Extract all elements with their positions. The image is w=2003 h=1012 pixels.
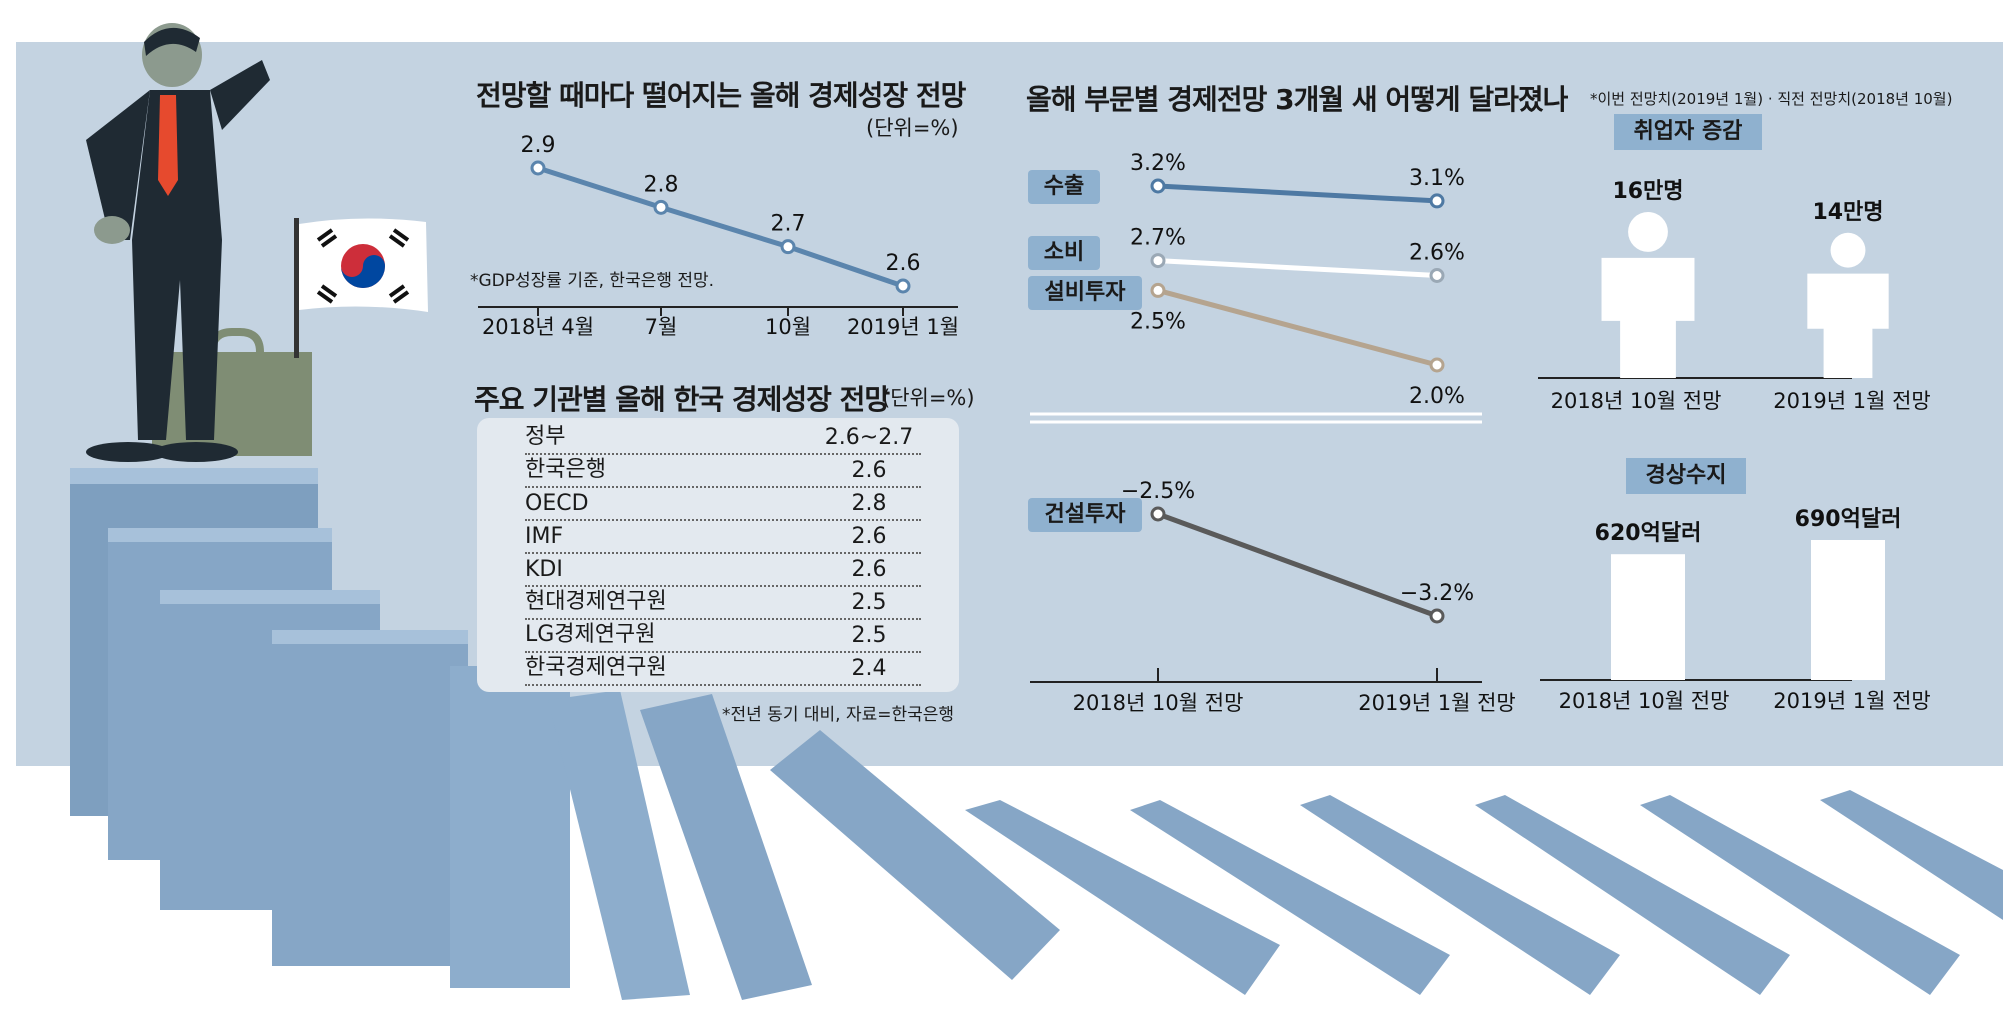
gdp-value-label: 2.9: [521, 133, 556, 158]
employment-title: 취업자 증감: [1614, 114, 1762, 150]
gdp-value-label: 2.7: [771, 212, 806, 237]
gdp-category-label: 7월: [645, 315, 678, 339]
institution-value: 2.5: [851, 623, 887, 648]
person-icon: [1807, 232, 1889, 378]
sector-point: [1429, 268, 1445, 283]
institution-name: 한국경제연구원: [525, 655, 667, 680]
gdp-point: [653, 199, 669, 215]
institution-value: 2.6: [851, 524, 887, 549]
sector-series-line: [1157, 511, 1438, 619]
current-account-value-label: 620억달러: [1595, 521, 1702, 546]
institution-value: 2.6: [851, 458, 887, 483]
sector-value-label: −3.2%: [1400, 581, 1474, 606]
employment-chart: 16만명 14만명 2018년 10월 전망 2019년 1월 전망: [1538, 179, 1931, 413]
table-row: 현대경제연구원 2.5: [525, 585, 921, 620]
sector-series-tag: 수출: [1028, 170, 1100, 204]
institutions-title: 주요 기관별 올해 한국 경제성장 전망: [474, 383, 890, 416]
sector-chart-title: 올해 부문별 경제전망 3개월 새 어떻게 달라졌나: [1026, 83, 1568, 116]
institution-name: 정부: [525, 424, 566, 449]
institutions-table: 정부 2.6~2.7 한국은행 2.6 OECD 2.8 IMF 2.6 KDI 2.6 현대경제연…: [477, 418, 959, 692]
sector-legend-note: *이번 전망치(2019년 1월) · 직전 전망치(2018년 10월): [1590, 90, 1953, 108]
gdp-chart-title: 전망할 때마다 떨어지는 올해 경제성장 전망: [476, 79, 966, 112]
sector-series-line: [1157, 183, 1438, 204]
institutions-note: *전년 동기 대비, 자료=한국은행: [722, 705, 955, 725]
table-row: 한국경제연구원 2.4: [525, 651, 921, 686]
current-account-category-label: 2019년 1월 전망: [1773, 689, 1930, 713]
institution-name: 현대경제연구원: [525, 589, 667, 614]
gdp-point: [780, 239, 796, 255]
gdp-value-label: 2.8: [644, 172, 679, 197]
sector-value-label: 3.2%: [1130, 151, 1186, 176]
gdp-point: [530, 160, 546, 176]
gdp-chart-note: *GDP성장률 기준, 한국은행 전망.: [470, 271, 715, 291]
gdp-category-label: 10월: [765, 315, 811, 339]
table-row: 한국은행 2.6: [525, 453, 921, 488]
institution-value: 2.4: [851, 656, 887, 681]
sector-series-tag: 설비투자: [1028, 276, 1142, 310]
sector-point: [1429, 193, 1445, 209]
sector-value-label: 2.6%: [1409, 241, 1465, 266]
table-row: OECD 2.8: [525, 486, 921, 521]
gdp-category-label: 2018년 4월: [482, 315, 594, 339]
employment-value-label: 16만명: [1612, 179, 1683, 204]
gdp-series-line: [537, 165, 904, 289]
gdp-point: [895, 278, 911, 294]
gdp-chart-unit: (단위=%): [866, 116, 959, 140]
institution-value: 2.6: [851, 557, 887, 582]
sector-point: [1150, 253, 1166, 269]
sector-value-label: 2.7%: [1130, 226, 1186, 251]
korean-flag-icon: [294, 218, 428, 358]
institution-name: OECD: [525, 491, 589, 516]
sector-point: [1429, 357, 1445, 373]
table-row: 정부 2.6~2.7: [525, 420, 921, 455]
current-account-bar: [1611, 554, 1685, 680]
table-row: LG경제연구원 2.5: [525, 618, 921, 653]
current-account-bar: [1811, 540, 1885, 680]
employment-value-label: 14만명: [1812, 200, 1883, 225]
sector-category-label: 2019년 1월 전망: [1358, 691, 1515, 715]
sector-value-label: 3.1%: [1409, 166, 1465, 191]
institution-name: LG경제연구원: [525, 622, 656, 647]
employment-category-label: 2019년 1월 전망: [1773, 389, 1930, 413]
current-account-title: 경상수지: [1626, 458, 1746, 494]
businessman-illustration: [86, 23, 312, 462]
sector-series-line: [1157, 258, 1438, 278]
institution-value: 2.5: [851, 590, 887, 615]
sector-chart: 3.2%3.1%2.7%2.6%2.5%2.0%−2.5%−3.2% 2018년…: [1030, 151, 1516, 715]
current-account-category-label: 2018년 10월 전망: [1559, 689, 1730, 713]
sector-point: [1150, 506, 1166, 522]
sector-series-line: [1157, 288, 1438, 368]
gdp-value-label: 2.6: [886, 251, 921, 276]
current-account-chart: 620억달러 690억달러 2018년 10월 전망 2019년 1월 전망: [1540, 507, 1931, 713]
gdp-category-label: 2019년 1월: [847, 315, 959, 339]
institution-name: 한국은행: [525, 457, 606, 482]
person-icon: [1601, 212, 1695, 378]
sector-series-tag: 소비: [1028, 236, 1100, 270]
sector-series-tag: 건설투자: [1028, 498, 1142, 532]
current-account-value-label: 690억달러: [1795, 507, 1902, 532]
institution-name: KDI: [525, 557, 563, 582]
sector-value-label: 2.0%: [1409, 384, 1465, 409]
sector-point: [1150, 282, 1166, 298]
table-row: KDI 2.6: [525, 552, 921, 587]
institutions-unit: (단위=%): [882, 386, 975, 410]
sector-point: [1150, 178, 1166, 194]
institution-name: IMF: [525, 524, 564, 549]
sector-category-label: 2018년 10월 전망: [1073, 691, 1244, 715]
sector-point: [1429, 608, 1445, 624]
table-row: IMF 2.6: [525, 519, 921, 554]
employment-category-label: 2018년 10월 전망: [1551, 389, 1722, 413]
institution-value: 2.8: [851, 491, 887, 516]
sector-value-label: 2.5%: [1130, 309, 1186, 334]
institution-value: 2.6~2.7: [824, 425, 914, 450]
domino-blocks: [70, 468, 2003, 1000]
gdp-chart: 2.9 2.8 2.7 2.6 2018년 4월 7월 10월 2019년 1월: [478, 133, 959, 339]
